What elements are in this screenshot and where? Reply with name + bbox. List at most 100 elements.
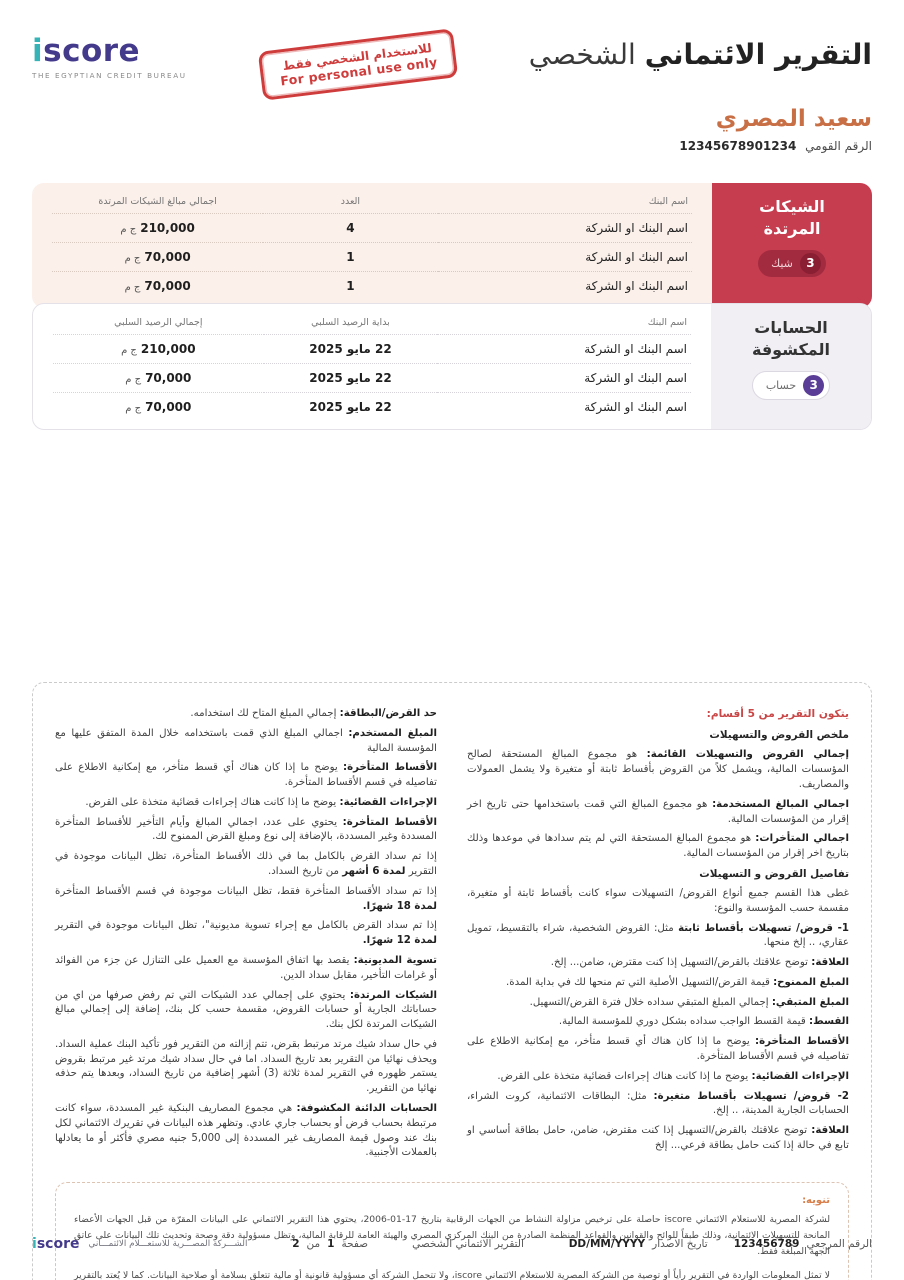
glossary-paragraph: المبلغ المتبقي: إجمالي المبلغ المتبقي سد… <box>529 996 849 1008</box>
column-header-amount: اجمالي مبالغ الشيكات المرتدة <box>52 187 264 214</box>
footer-company-group: الشـــركة المصـــرية للاستعـــلام الائتم… <box>32 1236 247 1252</box>
table-cell: اسم البنك او الشركة <box>585 279 688 293</box>
table-cell: اسم البنك او الشركة <box>584 400 687 414</box>
table-cell: اسم البنك او الشركة <box>437 213 692 243</box>
bounced-checks-title: الشيكات المرتدة <box>759 197 825 239</box>
footer-company-name: الشـــركة المصـــرية للاستعـــلام الائتم… <box>88 1239 248 1249</box>
footer-reference-group: الرقم المرجعي 123456789 تاريخ الاصدار DD… <box>569 1238 872 1250</box>
reference-number: الرقم المرجعي 123456789 <box>733 1238 872 1250</box>
page-title-bold: التقرير الائتماني <box>644 38 872 71</box>
table-cell: 70,000ج م <box>53 363 264 393</box>
table-cell: اسم البنك او الشركة <box>437 334 691 364</box>
table-cell: 210,000ج م <box>52 213 264 243</box>
badge-unit: شيك <box>771 256 793 270</box>
glossary-column-right: يتكون التقرير من 5 أقسام: ملخص القروض وال… <box>467 707 849 1159</box>
glossary-paragraph: إذا تم سداد القرض بالكامل بما في ذلك الأ… <box>55 851 437 878</box>
glossary-paragraph: إذا تم سداد القرض بالكامل مع إجراء تسوية… <box>55 920 437 947</box>
iscore-logo-tagline: THE EGYPTIAN CREDIT BUREAU <box>32 71 187 81</box>
glossary-paragraph: يتكون التقرير من 5 أقسام: <box>706 708 849 720</box>
glossary-paragraph: 1- قروض/ تسهيلات بأقساط ثابتة مثل: القرو… <box>467 922 849 949</box>
overdrawn-accounts-section: الحسابات المكشوفة 3 حساب اسم البنك بداية… <box>32 303 872 430</box>
badge-count: 3 <box>799 252 821 274</box>
table-cell: 22 مايو 2025 <box>263 334 438 364</box>
column-header-start-date: بداية الرصيد السلبي <box>263 308 438 335</box>
glossary-paragraph: الإجراءات القضائية: يوضح ما إذا كانت هنا… <box>497 1070 849 1082</box>
national-id-line: الرقم القومي 12345678901234 <box>679 139 872 153</box>
glossary-paragraph: اجمالي المبالغ المستخدمة: هو مجموع المبا… <box>467 798 849 825</box>
table-row: اسم البنك او الشركة 4 210,000ج م <box>52 213 692 243</box>
glossary-paragraph: اجمالي المتأخرات: هو مجموع المبالغ المست… <box>467 833 849 860</box>
glossary-paragraph: 2- قروض/ تسهيلات بأقساط متغيرة: مثل: الب… <box>467 1090 849 1117</box>
table-cell: اسم البنك او الشركة <box>437 363 691 393</box>
glossary-paragraph: العلاقة: توضح علاقتك بالقرض/التسهيل إذا … <box>467 1125 849 1151</box>
table-cell: 1 <box>263 242 438 272</box>
table-cell: 22 مايو 2025 <box>309 400 392 414</box>
overdrawn-accounts-table-wrap: اسم البنك بداية الرصيد السلبي إجمالي الر… <box>33 304 711 429</box>
page-title: التقرير الائتماني الشخصي <box>529 38 872 71</box>
page-title-light: الشخصي <box>528 38 636 71</box>
disclaimer-paragraph: لشركة المصرية للاستعلام الائتماني iscore… <box>74 1214 830 1258</box>
overdrawn-accounts-sidebar: الحسابات المكشوفة 3 حساب <box>711 304 871 429</box>
iscore-logo: iscore THE EGYPTIAN CREDIT BUREAU <box>32 34 187 80</box>
glossary-paragraph: تسوية المديونية: يقصد بها اتفاق المؤسسة … <box>55 954 437 981</box>
overdrawn-accounts-table: اسم البنك بداية الرصيد السلبي إجمالي الر… <box>53 308 691 421</box>
table-cell: 4 <box>263 213 438 243</box>
glossary-paragraph: ملخص القروض والتسهيلات <box>709 729 849 742</box>
header: التقرير الائتماني الشخصي للاستخدام الشخص… <box>32 28 872 101</box>
table-row: اسم البنك او الشركة 22 مايو 2025 70,000ج م <box>53 393 691 422</box>
table-header-row: اسم البنك بداية الرصيد السلبي إجمالي الر… <box>53 308 691 335</box>
glossary-paragraph: حد القرض/البطاقة: إجمالي المبلغ المتاح ل… <box>190 708 437 719</box>
table-row: اسم البنك او الشركة 1 70,000ج م <box>52 242 692 272</box>
national-id-label: الرقم القومي <box>805 139 872 153</box>
personal-use-stamp: للاستخدام الشخصي فقط For personal use on… <box>257 28 459 101</box>
table-cell: 22 مايو 2025 <box>263 363 438 393</box>
person-block: سعيد المصري الرقم القومي 12345678901234 <box>679 106 872 153</box>
table-cell: 210,000ج م <box>53 334 264 364</box>
table-row: اسم البنك او الشركة 22 مايو 2025 210,000ج … <box>53 334 691 364</box>
glossary-paragraph: الإجراءات القضائية: يوضح ما إذا كانت هنا… <box>85 796 437 808</box>
disclaimer-heading: تنويه: <box>802 1195 830 1207</box>
table-cell: 70,000ج م <box>125 400 192 414</box>
column-header-total-negative: إجمالي الرصيد السلبي <box>53 308 264 335</box>
page-footer: الرقم المرجعي 123456789 تاريخ الاصدار DD… <box>32 1236 872 1252</box>
glossary-paragraph: الشيكات المرتدة: يحتوي على إجمالي عدد ال… <box>55 989 437 1031</box>
glossary-paragraph: إذا تم سداد الأقساط المتأخرة فقط، تظل ال… <box>55 885 437 912</box>
glossary-paragraph: إجمالي القروض والتسهيلات القائمة: هو مجم… <box>467 749 849 790</box>
report-glossary-box: يتكون التقرير من 5 أقسام: ملخص القروض وال… <box>32 682 872 1280</box>
table-row: اسم البنك او الشركة 22 مايو 2025 70,000ج م <box>53 363 691 393</box>
column-header-count: العدد <box>263 187 438 214</box>
table-cell: 70,000ج م <box>52 242 264 272</box>
glossary-paragraph: في حال سداد شيك مرتد مرتبط بقرض، تتم إزا… <box>55 1038 437 1095</box>
glossary-paragraph: المبلغ المستخدم: اجمالي المبلغ الذي قمت … <box>55 727 437 754</box>
glossary-column-left: حد القرض/البطاقة: إجمالي المبلغ المتاح ل… <box>55 707 437 1166</box>
badge-unit: حساب <box>765 378 797 392</box>
glossary-paragraph: غطى هذا القسم جميع أنواع القروض/ التسهيل… <box>467 887 849 914</box>
table-row: اسم البنك او الشركة 1 70,000ج م <box>52 272 692 301</box>
person-name: سعيد المصري <box>715 106 872 132</box>
table-header-row: اسم البنك العدد اجمالي مبالغ الشيكات الم… <box>52 187 692 214</box>
glossary-paragraph: الأقساط المتأخرة: يحتوي على عدد، اجمالي … <box>55 816 437 843</box>
glossary-paragraph: الأقساط المتأخرة: يوضح ما إذا كان هناك أ… <box>467 1036 850 1063</box>
disclaimer-body: لشركة المصرية للاستعلام الائتماني iscore… <box>74 1212 830 1280</box>
footer-center-group: التقرير الائتماني الشخصي صفحة 1 من 2 <box>292 1238 524 1250</box>
table-cell: اسم البنك او الشركة <box>437 242 692 272</box>
overdrawn-accounts-count-badge: 3 حساب <box>751 370 831 400</box>
badge-count: 3 <box>803 374 825 396</box>
glossary-paragraph: الحسابات الدائنة المكشوفة: هي مجموع المص… <box>55 1102 438 1159</box>
bounced-checks-sidebar: الشيكات المرتدة 3 شيك <box>712 183 872 308</box>
disclaimer-paragraph: لا تمثل المعلومات الواردة في التقرير رأي… <box>74 1270 830 1280</box>
glossary-columns: يتكون التقرير من 5 أقسام: ملخص القروض وال… <box>55 707 849 1166</box>
footer-iscore-logo: iscore <box>32 1236 80 1252</box>
disclaimer-box: تنويه: لشركة المصرية للاستعلام الائتماني… <box>55 1182 849 1280</box>
glossary-paragraph: تفاصيل القروض و التسهيلات <box>699 867 849 880</box>
glossary-paragraph: العلاقة: توضح علاقتك بالقرض/التسهيل إذا … <box>550 957 849 969</box>
column-header-bank: اسم البنك <box>437 187 692 214</box>
footer-report-name: التقرير الائتماني الشخصي <box>412 1238 524 1250</box>
glossary-paragraph: الأقساط المتأخرة: يوضح ما إذا كان هناك أ… <box>55 762 438 789</box>
bounced-checks-table-wrap: اسم البنك العدد اجمالي مبالغ الشيكات الم… <box>32 183 712 308</box>
overdrawn-accounts-title: الحسابات المكشوفة <box>751 318 830 360</box>
iscore-logo-wordmark: iscore <box>32 33 141 69</box>
page-indicator: صفحة 1 من 2 <box>292 1238 369 1250</box>
glossary-paragraph: القسط: قيمة القسط الواجب سداده بشكل دوري… <box>558 1016 849 1028</box>
